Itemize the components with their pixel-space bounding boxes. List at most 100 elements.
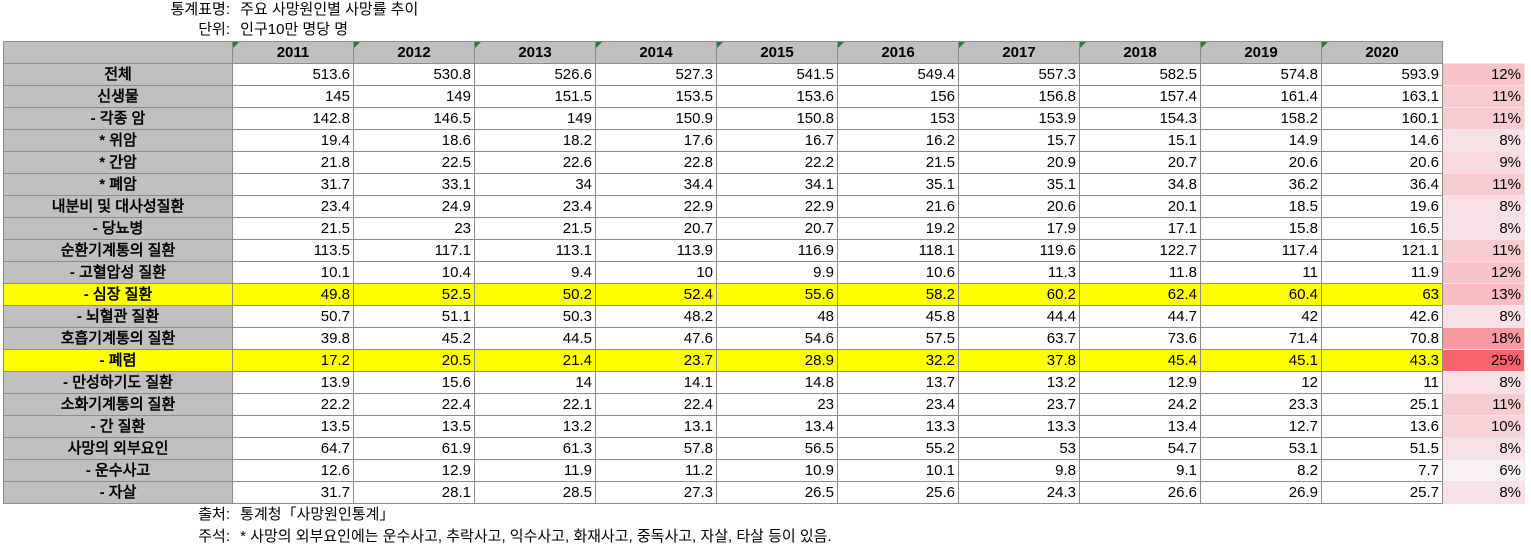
table-row: 사망의 외부요인 64.7 61.9 61.3 57.8 56.5 55.2 53 54.7 53… (3, 437, 1525, 460)
change-rate-cell: 12% (1442, 261, 1525, 284)
change-rate-cell: 8% (1442, 217, 1525, 240)
value-cell: 153 (837, 107, 959, 130)
unit-label: 단위: (198, 21, 230, 38)
value-cell: 16.7 (716, 129, 838, 152)
value-cell: 113.5 (232, 239, 354, 262)
value-cell: 22.9 (595, 195, 717, 218)
value-cell: 541.5 (716, 63, 838, 86)
change-rate-cell: 6% (1442, 459, 1525, 482)
year-header-2012: 2012 (353, 41, 475, 64)
value-cell: 63.7 (958, 327, 1080, 350)
value-cell: 71.4 (1200, 327, 1322, 350)
value-cell: 17.1 (1079, 217, 1201, 240)
value-cell: 34.8 (1079, 173, 1201, 196)
mortality-table: 2011 2012 2013 2014 2015 2016 2017 2018 2019 2020… (3, 41, 1525, 504)
row-label: - 심장 질환 (3, 283, 233, 306)
year-header-2017: 2017 (958, 41, 1080, 64)
year-header-2013: 2013 (474, 41, 596, 64)
value-cell: 13.7 (837, 371, 959, 394)
value-cell: 62.4 (1079, 283, 1201, 306)
year-header-2019: 2019 (1200, 41, 1322, 64)
value-cell: 48 (716, 305, 838, 328)
table-body: 전체 513.6 530.8 526.6 527.3 541.5 549.4 557.3 582… (3, 63, 1525, 504)
value-cell: 23.4 (474, 195, 596, 218)
row-label: - 각종 암 (3, 107, 233, 130)
value-cell: 26.9 (1200, 481, 1322, 504)
change-rate-cell: 8% (1442, 305, 1525, 328)
value-cell: 13.5 (232, 415, 354, 438)
value-cell: 20.6 (1200, 151, 1322, 174)
value-cell: 21.5 (474, 217, 596, 240)
change-rate-cell: 11% (1442, 85, 1525, 108)
value-cell: 11.3 (958, 261, 1080, 284)
value-cell: 50.7 (232, 305, 354, 328)
value-cell: 20.7 (716, 217, 838, 240)
value-cell: 9.9 (716, 261, 838, 284)
value-cell: 13.2 (474, 415, 596, 438)
value-cell: 530.8 (353, 63, 475, 86)
value-cell: 15.1 (1079, 129, 1201, 152)
year-header-2014: 2014 (595, 41, 717, 64)
value-cell: 44.7 (1079, 305, 1201, 328)
row-label: * 간암 (3, 151, 233, 174)
value-cell: 45.2 (353, 327, 475, 350)
value-cell: 56.5 (716, 437, 838, 460)
value-cell: 16.2 (837, 129, 959, 152)
value-cell: 28.1 (353, 481, 475, 504)
value-cell: 49.8 (232, 283, 354, 306)
value-cell: 11 (1321, 371, 1443, 394)
value-cell: 113.9 (595, 239, 717, 262)
change-rate-cell: 8% (1442, 129, 1525, 152)
row-label: * 폐암 (3, 173, 233, 196)
value-cell: 8.2 (1200, 459, 1322, 482)
table-row: - 고혈압성 질환 10.1 10.4 9.4 10 9.9 10.6 11.3 11.8 11 1… (3, 261, 1525, 284)
change-rate-cell: 13% (1442, 283, 1525, 306)
row-label: - 만성하기도 질환 (3, 371, 233, 394)
value-cell: 22.8 (595, 151, 717, 174)
row-label: 소화기계통의 질환 (3, 393, 233, 416)
value-cell: 24.2 (1079, 393, 1201, 416)
value-cell: 35.1 (958, 173, 1080, 196)
change-rate-cell: 10% (1442, 415, 1525, 438)
value-cell: 12.9 (1079, 371, 1201, 394)
row-label: - 당뇨병 (3, 217, 233, 240)
value-cell: 64.7 (232, 437, 354, 460)
value-cell: 60.2 (958, 283, 1080, 306)
value-cell: 10.6 (837, 261, 959, 284)
value-cell: 117.1 (353, 239, 475, 262)
value-cell: 35.1 (837, 173, 959, 196)
value-cell: 20.7 (595, 217, 717, 240)
value-cell: 53 (958, 437, 1080, 460)
value-cell: 48.2 (595, 305, 717, 328)
value-cell: 118.1 (837, 239, 959, 262)
year-header-2016: 2016 (837, 41, 959, 64)
value-cell: 10.9 (716, 459, 838, 482)
value-cell: 19.2 (837, 217, 959, 240)
change-rate-cell: 8% (1442, 481, 1525, 504)
value-cell: 23 (353, 217, 475, 240)
value-cell: 19.4 (232, 129, 354, 152)
value-cell: 73.6 (1079, 327, 1201, 350)
value-cell: 13.1 (595, 415, 717, 438)
value-cell: 23.7 (595, 349, 717, 372)
value-cell: 53.1 (1200, 437, 1322, 460)
value-cell: 14.1 (595, 371, 717, 394)
value-cell: 57.5 (837, 327, 959, 350)
value-cell: 17.2 (232, 349, 354, 372)
value-cell: 57.8 (595, 437, 717, 460)
table-row: 신생물 145 149 151.5 153.5 153.6 156 156.8 157.4 161… (3, 85, 1525, 108)
row-label: 호흡기계통의 질환 (3, 327, 233, 350)
value-cell: 13.4 (716, 415, 838, 438)
table-row: - 간 질환 13.5 13.5 13.2 13.1 13.4 13.3 13.3 13.4 12… (3, 415, 1525, 438)
value-cell: 18.2 (474, 129, 596, 152)
value-cell: 31.7 (232, 173, 354, 196)
value-cell: 10.1 (837, 459, 959, 482)
value-cell: 13.4 (1079, 415, 1201, 438)
value-cell: 160.1 (1321, 107, 1443, 130)
change-rate-cell: 12% (1442, 63, 1525, 86)
value-cell: 158.2 (1200, 107, 1322, 130)
row-label: - 간 질환 (3, 415, 233, 438)
year-header-2020: 2020 (1321, 41, 1443, 64)
value-cell: 47.6 (595, 327, 717, 350)
table-row: - 만성하기도 질환 13.9 15.6 14 14.1 14.8 13.7 13.2 12.9… (3, 371, 1525, 394)
